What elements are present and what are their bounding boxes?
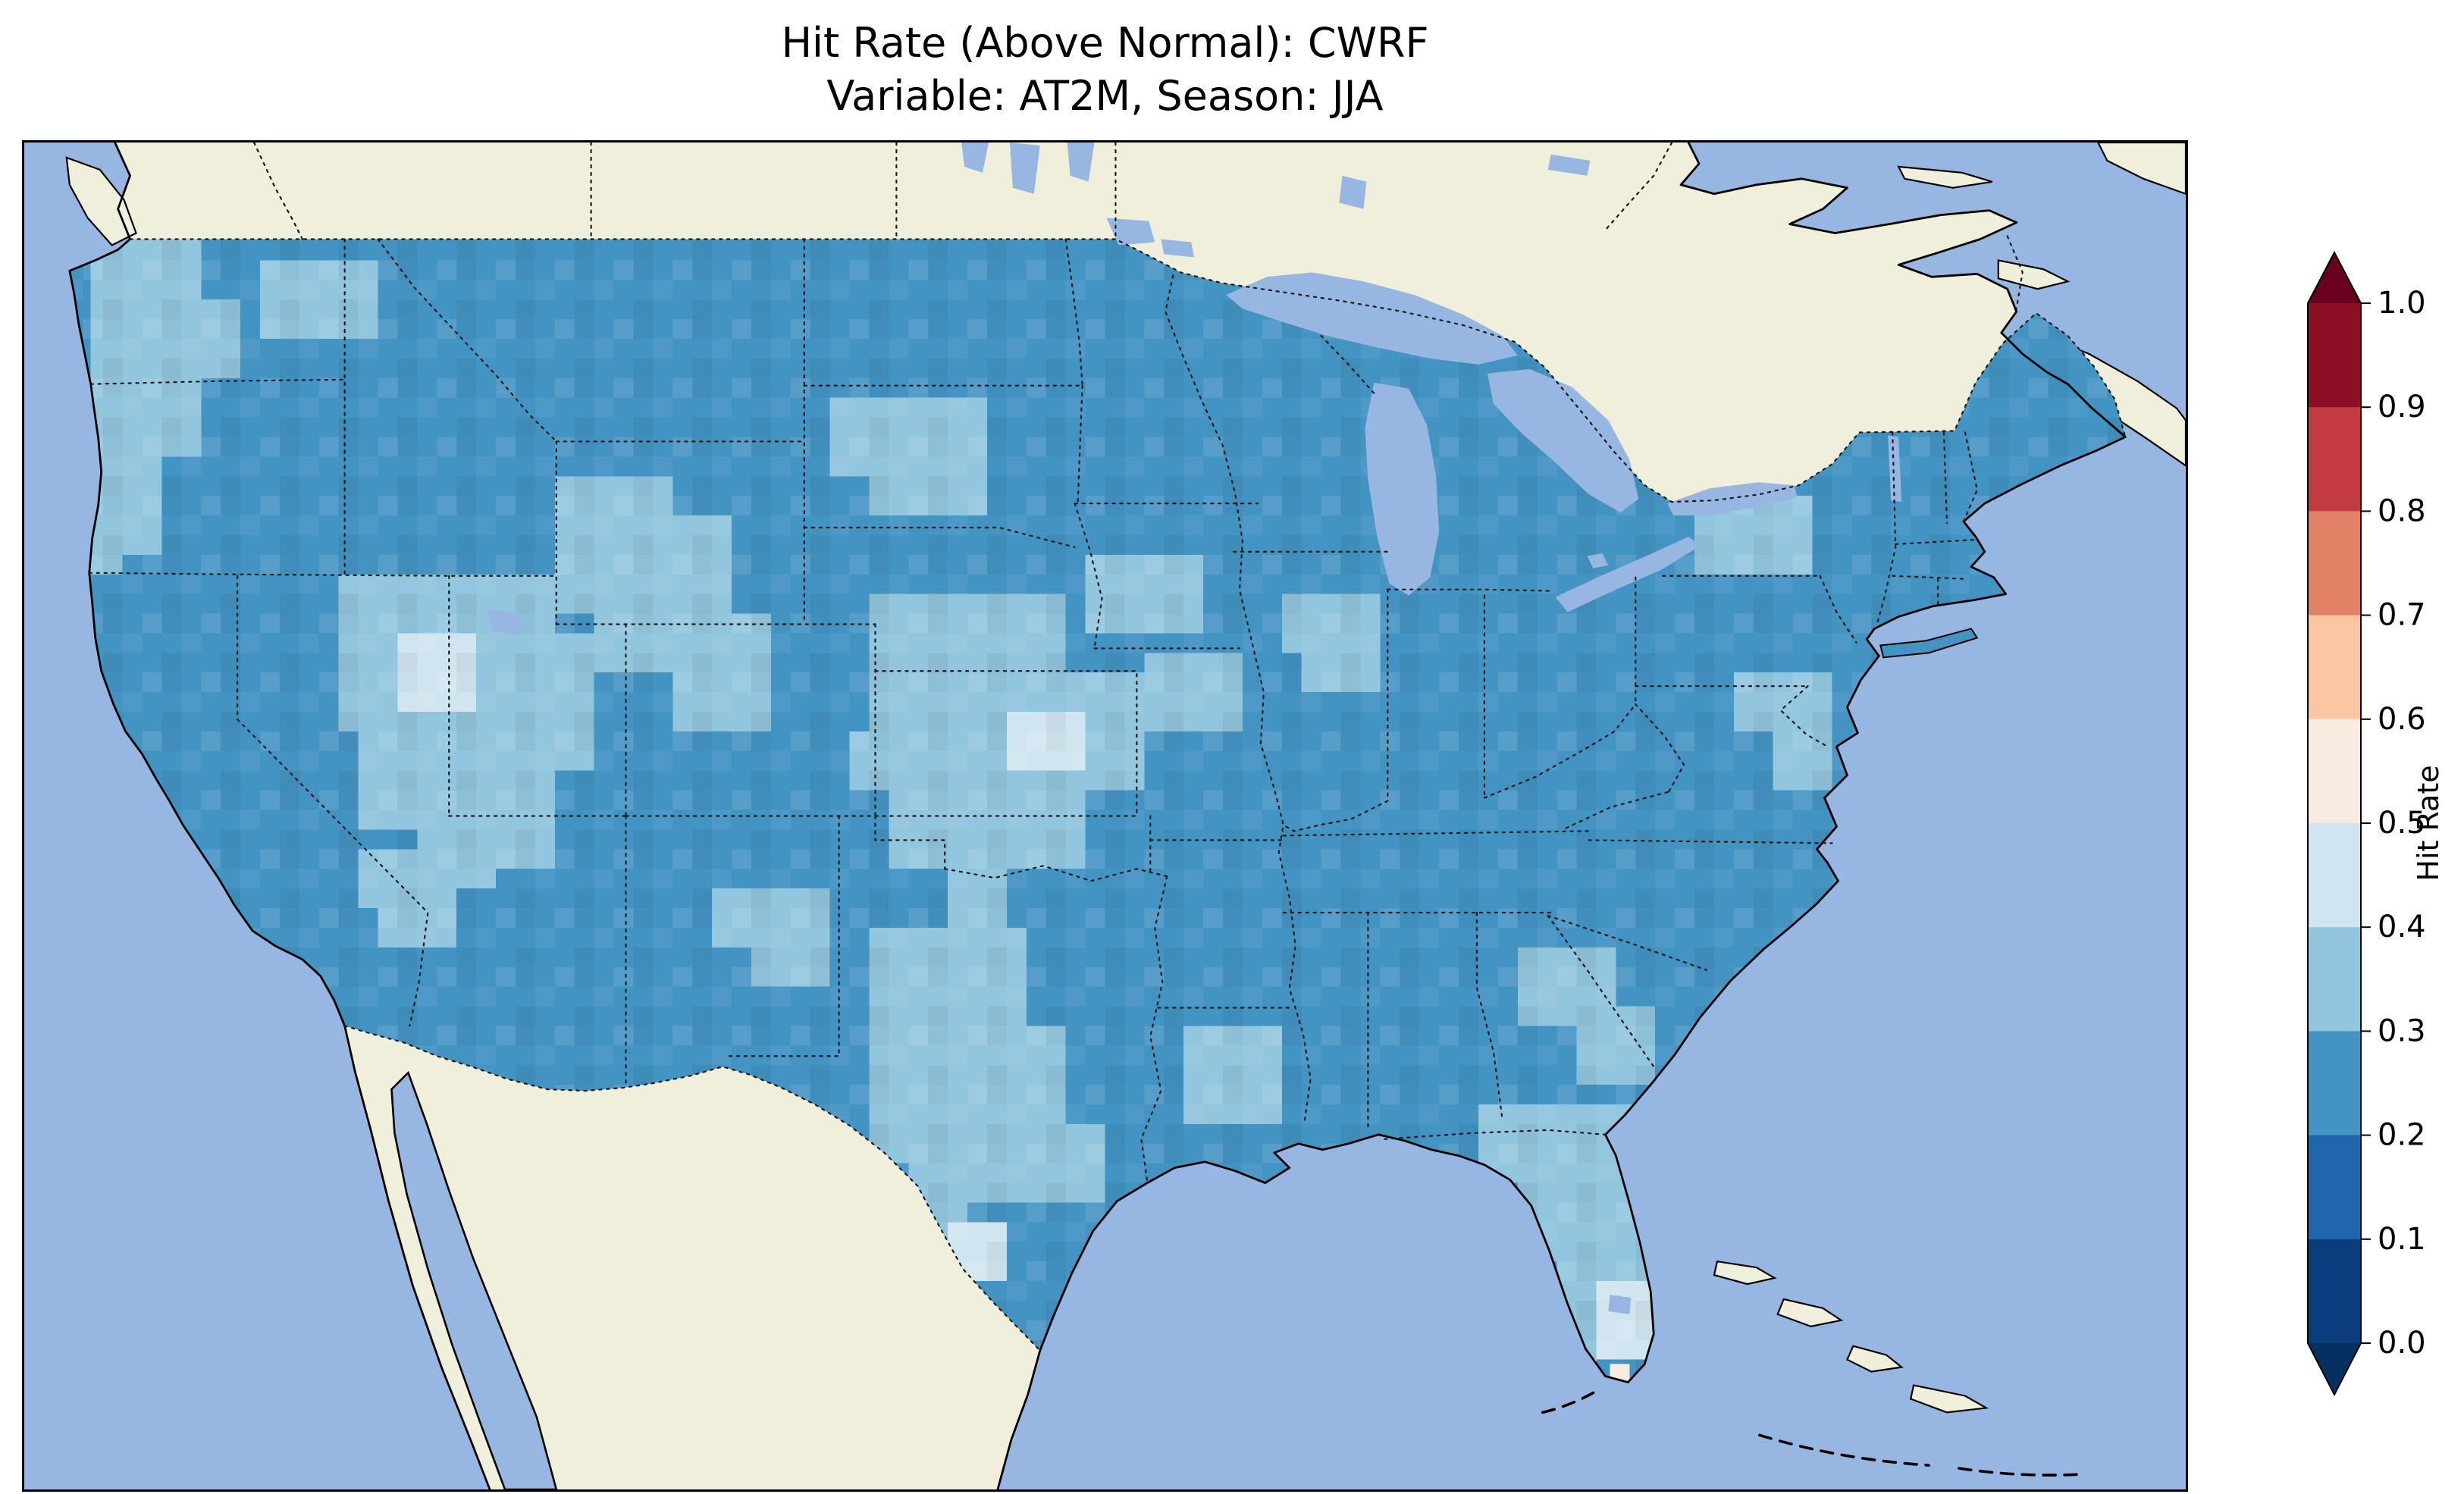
lake-ontario [1667, 482, 1798, 516]
lakes [487, 143, 1902, 1314]
colorbar-label: Hit Rate [2412, 765, 2445, 881]
pacific-coastline [68, 143, 346, 1027]
great-salt-lake [487, 609, 523, 635]
colorbar-tick-label: 0.7 [2378, 598, 2426, 633]
anticosti-island [1897, 165, 1993, 189]
lake-erie [1555, 536, 1701, 612]
lake-champlain [1888, 435, 1902, 503]
colorbar-tick-label: 0.9 [2378, 390, 2426, 424]
colorbar-tick-label: 1.0 [2378, 286, 2426, 321]
rainy-lake [1161, 239, 1195, 258]
us-hit-rate-map [24, 143, 2186, 1489]
prince-edward-island [1997, 259, 2071, 290]
title-line-1: Hit Rate (Above Normal): CWRF [781, 19, 1429, 67]
colorbar-segment [2308, 407, 2361, 512]
figure-title: Hit Rate (Above Normal): CWRF Variable: … [22, 17, 2188, 123]
colorbar-tick-label: 0.5 [2378, 806, 2426, 841]
baja-coastline [343, 1025, 491, 1489]
lake-okeechobee [1608, 1295, 1632, 1314]
canada-landmass [114, 143, 2126, 503]
colorbar: 1.0 0.9 0.8 0.7 0.6 0.5 0.4 0.3 0.2 0.1 0.0 Hit Ra… [2307, 250, 2445, 1397]
colorbar-segment [2308, 1239, 2361, 1344]
colorbar-segments [2308, 252, 2361, 1395]
lake-winnipegosis-tip [1067, 143, 1095, 182]
florida-keys-dashes [1534, 1391, 1595, 1416]
title-line-2: Variable: AT2M, Season: JJA [826, 72, 1384, 120]
newfoundland-corner [2097, 143, 2186, 195]
colorbar-tick-label: 0.3 [2378, 1013, 2426, 1048]
colorbar-tick-label: 0.1 [2378, 1222, 2426, 1257]
lake-st-clair [1587, 553, 1609, 568]
colorbar-tick-label: 0.2 [2378, 1118, 2426, 1153]
state-borders [88, 238, 1979, 1182]
colorbar-tick-label: 0.0 [2378, 1326, 2426, 1361]
lake-michigan [1365, 382, 1440, 596]
colorbar-tick-label: 0.6 [2378, 702, 2426, 737]
colorbar-segment [2308, 823, 2361, 928]
colorbar-over-arrow [2308, 252, 2361, 303]
bahamas-island-1 [1713, 1260, 1777, 1286]
colorbar-under-arrow [2308, 1343, 2361, 1395]
colorbar-segment [2308, 719, 2361, 824]
colorbar-segment [2308, 615, 2361, 720]
cuba-coast-dashes-east [1958, 1467, 2082, 1477]
bahamas-island-3 [1845, 1345, 1904, 1373]
offshore-dashed-coasts [1534, 1391, 2082, 1477]
landmasses [65, 143, 2186, 1489]
atlantic-gulf-coastline [1039, 436, 2127, 1383]
bahamas-island-2 [1776, 1298, 1844, 1327]
lake-winnipeg-tip [1009, 143, 1040, 194]
coastlines [68, 143, 2127, 1489]
lake-manitoba-tip [961, 143, 989, 173]
canada-province-borders [252, 143, 2024, 310]
lac-st-jean [1547, 154, 1591, 176]
bahamas-island-4 [1909, 1384, 1989, 1414]
lake-of-the-woods [1106, 218, 1155, 246]
canada-atlantic-coastline [1679, 143, 2127, 438]
colorbar-segment [2308, 303, 2361, 408]
colorbar-tick-label: 0.4 [2378, 910, 2426, 944]
us-canada-border [129, 238, 2127, 503]
gulf-of-california [390, 1070, 558, 1489]
lake-huron [1487, 368, 1639, 513]
vancouver-island [65, 156, 137, 246]
lake-nipigon [1339, 175, 1367, 209]
us-mexico-border [343, 1025, 1041, 1351]
cuba-coast-dashes [1757, 1433, 1930, 1467]
political-borders [88, 143, 2127, 1351]
colorbar-segment [2308, 927, 2361, 1032]
long-island [1879, 628, 1979, 659]
colorbar-segment [2308, 511, 2361, 616]
map-panel [22, 140, 2188, 1492]
colorbar-segment [2308, 1031, 2361, 1136]
colorbar-segment [2308, 1135, 2361, 1240]
colorbar-ticks: 1.0 0.9 0.8 0.7 0.6 0.5 0.4 0.3 0.2 0.1 0.0 [2361, 286, 2426, 1361]
mexico-gulf-coastline [996, 1349, 1042, 1489]
lake-superior [1225, 272, 1518, 365]
colorbar-tick-label: 0.8 [2378, 493, 2426, 528]
